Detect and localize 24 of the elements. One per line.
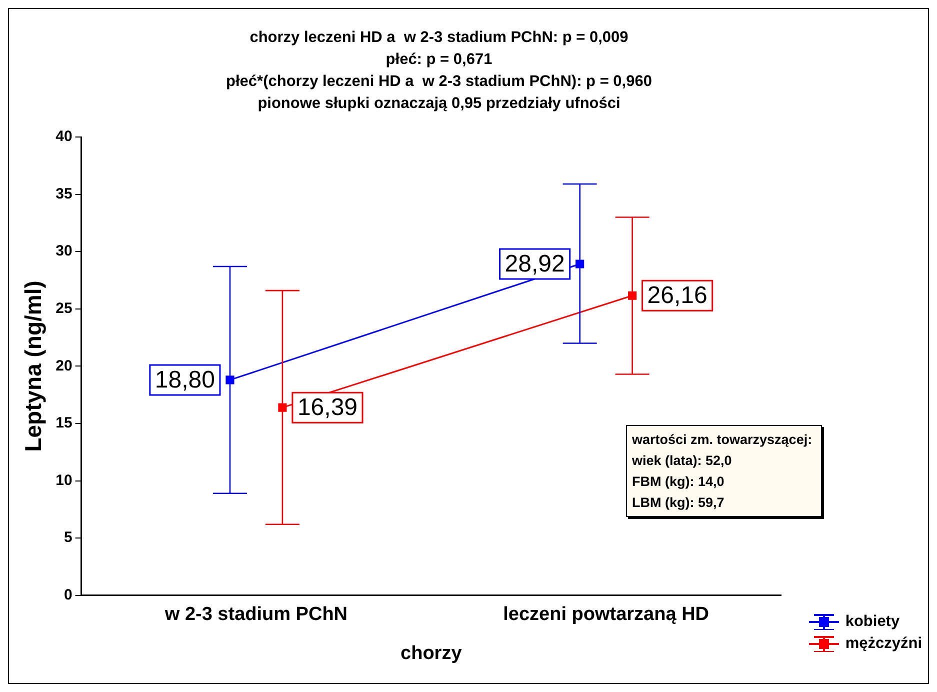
data-label: 26,16 [647, 282, 708, 310]
legend-label: kobiety [845, 613, 900, 631]
x-tick-label: leczeni powtarzaną HD [503, 604, 710, 626]
y-tick-label: 5 [64, 529, 72, 546]
y-tick-label: 10 [56, 472, 72, 489]
x-tick-label: w 2-3 stadium PChN [164, 604, 348, 626]
y-tick-label: 20 [56, 357, 72, 374]
y-tick-label: 35 [56, 185, 72, 202]
annotation: LBM (kg): 59,7 [632, 494, 726, 512]
chart-title: chorzy leczeni HD a w 2-3 stadium PChN: p = 0,009 płeć: p = 0,671 płeć*(chorzy leczeni HD a w 2-3 stadium PChN): p = 0,960 pionowe słupki oznaczają 0,95 przedziały ufności [225, 28, 653, 114]
annotation: wartości zm. towarzyszącej: [632, 431, 814, 449]
y-tick-label: 0 [64, 586, 72, 604]
legend-label: mężczyźni [845, 635, 922, 653]
y-tick-label: 40 [56, 128, 72, 146]
y-axis-title: Leptyna (ng/ml) [20, 280, 46, 452]
y-tick-label: 15 [56, 414, 72, 432]
y-tick-label: 30 [56, 242, 72, 260]
annotation: wiek (lata): 52,0 [632, 452, 733, 470]
data-label: 18,80 [154, 366, 215, 394]
data-label: 16,39 [297, 394, 358, 422]
annotation: FBM (kg): 14,0 [632, 473, 726, 491]
y-tick-label: 25 [56, 300, 72, 318]
data-label: 28,92 [504, 250, 565, 278]
x-axis-title: chorzy [400, 642, 462, 664]
